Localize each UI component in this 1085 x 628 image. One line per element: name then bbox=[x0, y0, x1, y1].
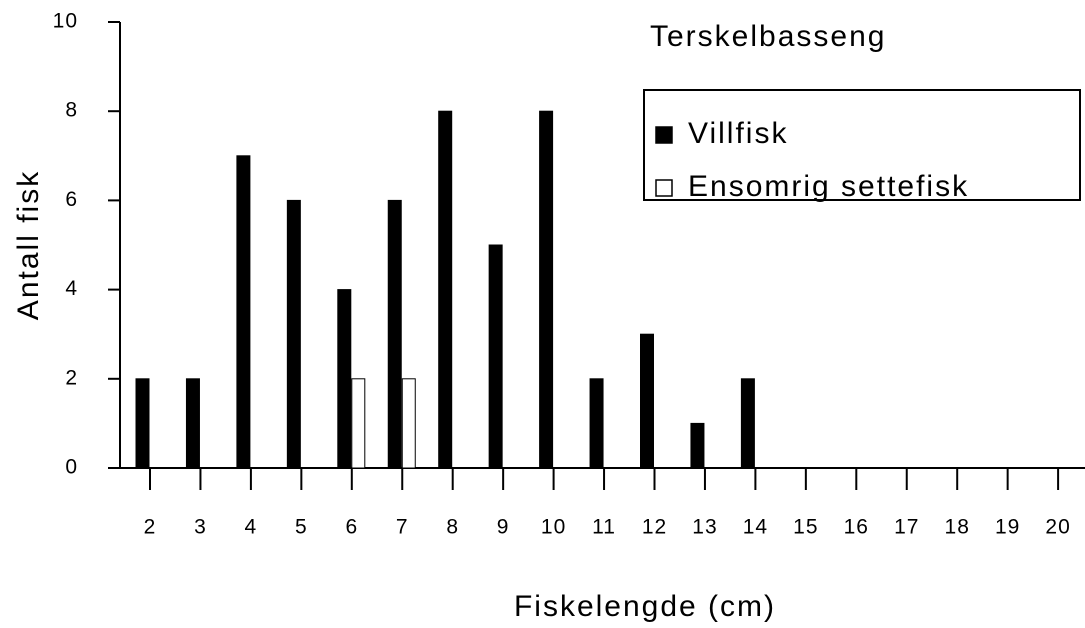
bar bbox=[640, 333, 654, 469]
legend-swatch bbox=[655, 179, 673, 197]
x-tick-label: 10 bbox=[541, 516, 566, 539]
legend-label: Villfisk bbox=[688, 117, 788, 150]
x-tick-label: 12 bbox=[642, 516, 667, 539]
x-tick-label: 18 bbox=[945, 516, 970, 539]
bar bbox=[539, 110, 554, 469]
x-tick-label: 11 bbox=[592, 516, 616, 539]
bar bbox=[286, 199, 301, 469]
x-tick-label: 2 bbox=[144, 516, 157, 539]
bar bbox=[135, 378, 150, 469]
x-tick-label: 20 bbox=[1045, 516, 1070, 539]
bar bbox=[185, 378, 200, 469]
x-tick-label: 6 bbox=[345, 516, 358, 539]
y-tick-label: 2 bbox=[65, 366, 78, 389]
x-tick-label: 9 bbox=[497, 516, 510, 539]
y-tick-label: 0 bbox=[65, 456, 78, 479]
bar bbox=[488, 244, 503, 469]
x-tick-label: 3 bbox=[194, 516, 207, 539]
bar bbox=[438, 110, 453, 469]
legend-box bbox=[643, 89, 1081, 201]
x-tick-label: 16 bbox=[844, 516, 869, 539]
bar bbox=[589, 378, 604, 469]
x-tick-label: 15 bbox=[793, 516, 818, 539]
x-tick-label: 8 bbox=[446, 516, 459, 539]
bar bbox=[337, 289, 352, 469]
chart-title: Terskelbasseng bbox=[650, 20, 886, 53]
bar bbox=[740, 378, 755, 469]
legend-label: Ensomrig settefisk bbox=[688, 170, 969, 203]
bar bbox=[690, 422, 705, 469]
x-tick-label: 17 bbox=[894, 516, 919, 539]
x-tick-label: 14 bbox=[743, 516, 768, 539]
x-tick-label: 4 bbox=[245, 516, 258, 539]
bar bbox=[401, 378, 416, 469]
legend-swatch bbox=[655, 126, 673, 144]
x-tick-label: 19 bbox=[995, 516, 1020, 539]
bar bbox=[387, 199, 402, 469]
bar bbox=[236, 155, 251, 469]
x-tick-label: 7 bbox=[396, 516, 409, 539]
x-axis-label: Fiskelengde (cm) bbox=[514, 590, 776, 623]
bar bbox=[351, 378, 366, 469]
x-tick-label: 13 bbox=[692, 516, 717, 539]
y-tick-label: 4 bbox=[65, 277, 78, 300]
y-tick-label: 6 bbox=[65, 188, 78, 211]
y-tick-label: 10 bbox=[53, 10, 78, 33]
x-tick-label: 5 bbox=[295, 516, 308, 539]
y-tick-label: 8 bbox=[65, 99, 78, 122]
y-axis-label: Antall fisk bbox=[12, 170, 45, 320]
